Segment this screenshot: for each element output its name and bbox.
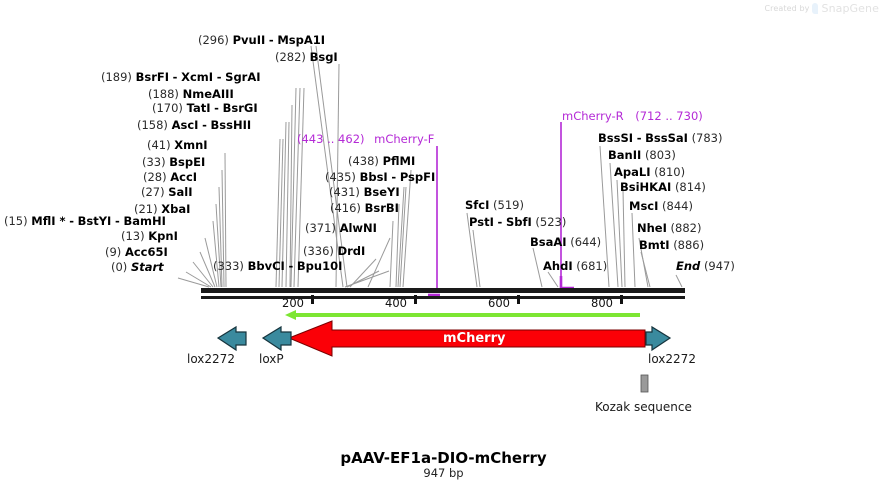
site-label-15: (15) MflI * - BstYI - BamHI — [4, 214, 166, 228]
site-label-189: (189) BsrFI - XcmI - SgrAI — [101, 70, 261, 84]
site-label-33: (33) BspEI — [142, 155, 206, 169]
site-label-810: ApaLI (810) — [614, 165, 686, 179]
site-label-336: (336) DrdI — [303, 244, 366, 258]
site-label-783: BssSI - BssSaI (783) — [598, 131, 723, 145]
leader-lines-left — [177, 45, 348, 288]
kozak-sequence-label: Kozak sequence — [595, 400, 692, 414]
site-label-296: (296) PvuII - MspA1I — [198, 33, 326, 47]
lox2272-right-arrow — [645, 325, 672, 352]
plasmid-length: 947 bp — [423, 466, 464, 480]
leader-lines-right — [599, 145, 683, 288]
ruler-tick-label-600: 600 — [488, 296, 510, 310]
ruler-ticks — [311, 295, 623, 304]
page-title: pAAV-EF1a-DIO-mCherry — [340, 449, 547, 467]
site-label-188: (188) NmeAIII — [148, 87, 234, 101]
watermark-brand: SnapGene — [821, 2, 879, 15]
site-label-27: (27) SalI — [141, 185, 193, 199]
lox2272-left-arrow — [216, 325, 247, 352]
site-label-21: (21) XbaI — [134, 202, 191, 216]
site-label-158: (158) AscI - BssHII — [137, 118, 252, 132]
site-label-844: MscI (844) — [629, 199, 693, 213]
site-label-9: (9) Acc65I — [105, 245, 168, 259]
lox2272-left-label: lox2272 — [187, 352, 235, 366]
site-label-523: PstI - SbfI (523) — [469, 215, 567, 229]
site-label-814: BsiHKAI (814) — [620, 180, 706, 194]
watermark-prefix: Created by — [764, 4, 810, 13]
site-label-371: (371) AlwNI — [305, 221, 377, 235]
ruler-tick-label-400: 400 — [385, 296, 407, 310]
primer-label-mcherry-f: (443 .. 462) mCherry-F — [297, 132, 435, 146]
leader-lines-center — [466, 212, 559, 288]
mcherry-gene-arrow — [287, 320, 646, 357]
site-label-438: (438) PflMI — [348, 154, 416, 168]
loxp-label: loxP — [259, 352, 284, 366]
leader-lines-mid — [344, 169, 412, 288]
snapgene-logo-icon — [812, 3, 819, 14]
site-label-282: (282) BsgI — [275, 50, 338, 64]
site-label-947-end: End (947) — [676, 259, 735, 273]
site-label-41: (41) XmnI — [147, 138, 208, 152]
site-label-333: (333) BbvCI - Bpu10I — [213, 259, 343, 273]
site-label-644: BsaAI (644) — [530, 235, 602, 249]
site-label-0-start: (0) Start — [111, 260, 164, 274]
ruler-tick-label-200: 200 — [282, 296, 304, 310]
site-label-681: AhdI (681) — [543, 259, 608, 273]
site-label-431: (431) BseYI — [329, 185, 400, 199]
site-label-435: (435) BbsI - PspFI — [325, 170, 436, 184]
lox-site-arrows — [216, 325, 672, 352]
kozak-sequence-box — [640, 374, 649, 393]
lox2272-right-label: lox2272 — [648, 352, 696, 366]
site-label-28: (28) AccI — [143, 170, 198, 184]
snapgene-watermark: Created by SnapGene — [764, 2, 879, 15]
loxp-arrow — [261, 325, 292, 352]
mcherry-gene-label: mCherry — [443, 331, 506, 346]
primer-mcherry-f-line — [428, 146, 440, 297]
ruler-tick-label-800: 800 — [591, 296, 613, 310]
site-label-13: (13) KpnI — [121, 229, 178, 243]
site-label-416: (416) BsrBI — [330, 201, 399, 215]
site-label-519: SfcI (519) — [465, 198, 524, 212]
ef1a-promoter-arrow — [285, 310, 640, 320]
site-label-803: BanII (803) — [608, 148, 676, 162]
primer-label-mcherry-r: mCherry-R (712 .. 730) — [562, 109, 703, 123]
site-label-170: (170) TatI - BsrGI — [152, 101, 258, 115]
sequence-ruler — [201, 288, 685, 299]
site-label-882: NheI (882) — [637, 221, 702, 235]
site-label-886: BmtI (886) — [639, 238, 705, 252]
